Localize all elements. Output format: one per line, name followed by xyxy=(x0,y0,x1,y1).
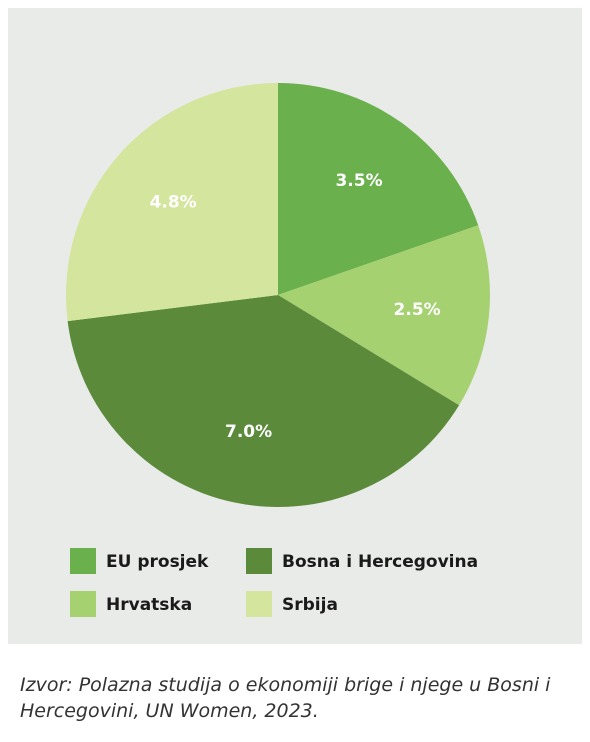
data-label: 4.8% xyxy=(150,192,197,212)
data-label: 2.5% xyxy=(394,300,441,320)
pie-slice xyxy=(67,295,460,508)
legend-swatch xyxy=(70,591,96,617)
data-label: 7.0% xyxy=(225,422,272,442)
pie-slice xyxy=(278,83,479,295)
legend-swatch xyxy=(246,548,272,574)
legend-label: Hrvatska xyxy=(106,595,192,615)
legend-label: Bosna i Hercegovina xyxy=(282,552,478,572)
pie-slice xyxy=(278,225,490,406)
source-note: Izvor: Polazna studija o ekonomiji brige… xyxy=(20,674,551,722)
legend-label: Srbija xyxy=(282,595,338,615)
pie-slice xyxy=(66,83,279,322)
chart: 3.5% 2.5% 7.0% 4.8% EU prosjek Hrvatska Bosna … xyxy=(66,83,490,617)
legend-label: EU prosjek xyxy=(106,552,209,572)
legend-swatch xyxy=(246,591,272,617)
legend-swatch xyxy=(70,548,96,574)
data-label: 3.5% xyxy=(335,171,382,191)
